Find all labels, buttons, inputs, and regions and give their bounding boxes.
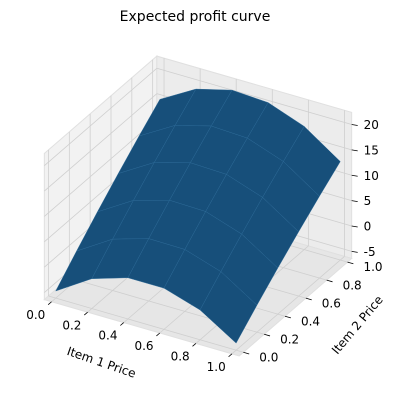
z-tick-label: 5 <box>364 194 372 208</box>
x-tick-label: 0.6 <box>134 339 153 353</box>
y-tick-label: 0.0 <box>259 350 278 364</box>
tick-mark <box>347 261 354 265</box>
surface-patch <box>199 271 258 344</box>
z-tick-label: 15 <box>364 143 379 157</box>
y-tick-label: 0.2 <box>280 332 299 346</box>
y-tick-label: 1.0 <box>363 260 382 274</box>
grid-line <box>44 67 158 166</box>
z-tick-label: -5 <box>364 245 376 259</box>
tick-mark <box>47 301 52 305</box>
tick-mark <box>351 225 358 228</box>
tick-mark <box>305 297 312 301</box>
tick-mark <box>83 311 88 316</box>
tick-mark <box>264 333 271 337</box>
y-tick-label: 0.4 <box>301 314 320 328</box>
x-tick-label: 0.8 <box>171 350 190 364</box>
tick-mark <box>351 250 358 253</box>
x-tick-label: 1.0 <box>207 360 226 374</box>
tick-mark <box>351 124 358 126</box>
y-tick-label: 0.6 <box>322 296 341 310</box>
x-tick-label: 0.4 <box>98 329 117 343</box>
y-tick-label: 0.8 <box>343 278 362 292</box>
grid-line <box>44 93 158 192</box>
z-tick-label: 0 <box>364 220 372 234</box>
tick-mark <box>351 174 358 177</box>
grid-line <box>44 118 158 217</box>
z-tick-label: 10 <box>364 169 379 183</box>
x-tick-label: 0.0 <box>26 308 45 322</box>
tick-mark <box>120 322 124 326</box>
x-tick-label: 0.2 <box>62 318 81 332</box>
tick-mark <box>228 353 233 358</box>
chart-title: Expected profit curve <box>120 9 271 25</box>
grid-line <box>231 256 345 355</box>
tick-mark <box>326 279 333 283</box>
tick-mark <box>284 315 291 319</box>
tick-mark <box>192 343 197 347</box>
tick-mark <box>351 149 358 152</box>
grid-line <box>48 295 244 353</box>
z-tick-label: 20 <box>364 118 379 132</box>
x-axis-label: Item 1 Price <box>65 344 138 381</box>
tick-mark <box>243 351 250 355</box>
tick-mark <box>351 200 358 203</box>
grid-line <box>156 67 352 125</box>
tick-mark <box>156 332 161 337</box>
